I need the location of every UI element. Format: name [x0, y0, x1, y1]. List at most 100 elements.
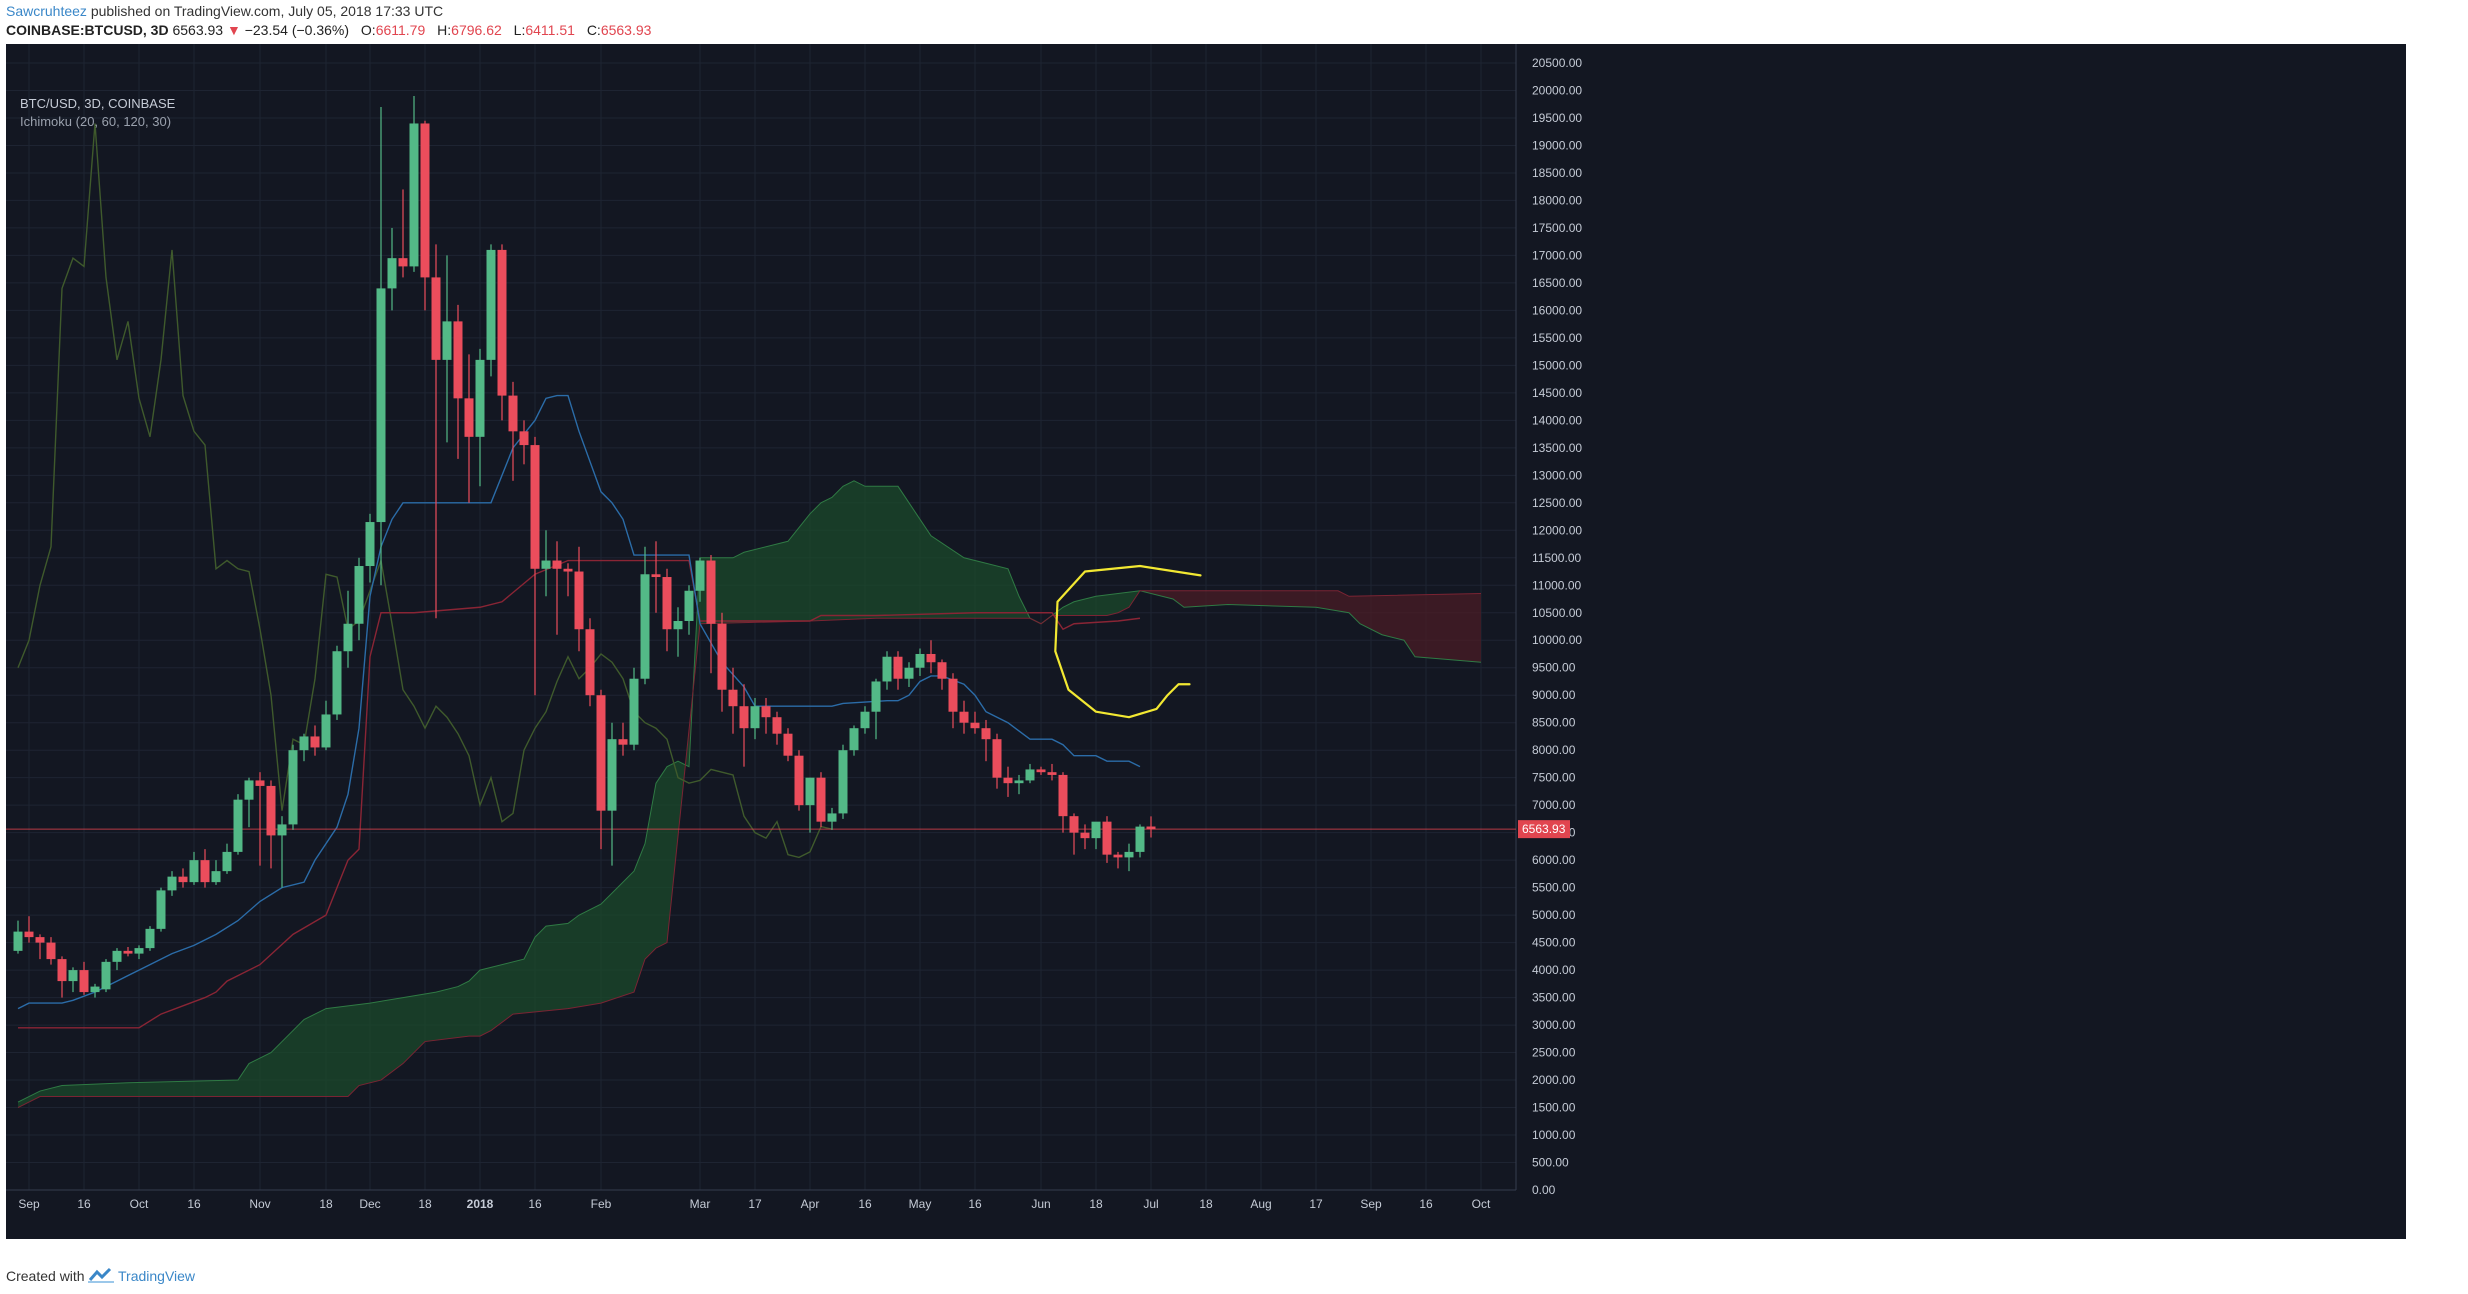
candle-down — [959, 711, 969, 723]
y-tick-label: 13500.00 — [1532, 441, 1582, 455]
x-tick-label: 16 — [858, 1197, 872, 1211]
candle-up — [156, 890, 166, 929]
x-tick-label: 17 — [748, 1197, 762, 1211]
candle-up — [112, 950, 122, 962]
candle-up — [189, 860, 199, 883]
candle-down — [508, 395, 518, 432]
candle-up — [167, 876, 177, 891]
chart-pane[interactable]: 0.00 500.00 1000.00 1500.00 2000.00 2500.00 30… — [6, 44, 2406, 1239]
candle-up — [1025, 769, 1035, 781]
x-tick-label: 16 — [968, 1197, 982, 1211]
y-tick-label: 2000.00 — [1532, 1073, 1576, 1087]
candle-down — [57, 959, 67, 982]
candle-up — [475, 359, 485, 437]
candle-up — [233, 799, 243, 852]
x-tick-label: Oct — [130, 1197, 149, 1211]
candle-down — [530, 445, 540, 569]
y-tick-label: 13000.00 — [1532, 468, 1582, 482]
candle-down — [552, 560, 562, 569]
ichimoku-cloud-bearish — [1145, 590, 1481, 663]
candle-up — [871, 681, 881, 712]
candle-up — [541, 560, 551, 569]
candle-down — [266, 785, 276, 836]
tradingview-link[interactable]: TradingView — [118, 1268, 196, 1284]
candle-up — [101, 961, 111, 990]
high-value: 6796.62 — [451, 22, 502, 38]
author-link[interactable]: Sawcruhteez — [6, 3, 87, 19]
chart-canvas[interactable]: 0.00 500.00 1000.00 1500.00 2000.00 2500.00 30… — [6, 44, 2406, 1239]
open-label: O: — [360, 22, 376, 38]
candle-down — [970, 722, 980, 729]
candle-down — [816, 777, 826, 822]
candle-up — [134, 948, 144, 954]
x-tick-label: Feb — [591, 1197, 612, 1211]
candle-up — [376, 288, 386, 523]
y-tick-label: 18000.00 — [1532, 193, 1582, 207]
candle-down — [310, 736, 320, 748]
y-tick-label: 12500.00 — [1532, 496, 1582, 510]
x-tick-label: 18 — [319, 1197, 333, 1211]
candle-down — [1146, 826, 1156, 830]
candle-up — [882, 656, 892, 682]
candle-up — [486, 249, 496, 360]
candle-up — [1124, 851, 1134, 858]
last-price-label: 6563.93 — [1522, 822, 1566, 836]
x-tick-label: 16 — [187, 1197, 201, 1211]
y-tick-label: 1500.00 — [1532, 1101, 1576, 1115]
candle-up — [68, 970, 78, 982]
candle-down — [981, 728, 991, 740]
candle-up — [343, 623, 353, 652]
candle-down — [497, 249, 507, 396]
y-tick-label: 7500.00 — [1532, 771, 1576, 785]
candle-up — [442, 321, 452, 360]
candle-down — [772, 717, 782, 734]
y-tick-label: 11000.00 — [1532, 578, 1581, 592]
x-tick-label: 2018 — [467, 1197, 494, 1211]
candle-down — [255, 780, 265, 786]
y-tick-label: 19500.00 — [1532, 111, 1582, 125]
symbol-line: COINBASE:BTCUSD, 3D 6563.93 ▼ −23.54 (−0… — [6, 22, 651, 38]
candle-down — [79, 970, 89, 993]
price-change: −23.54 (−0.36%) — [244, 22, 350, 38]
candle-down — [1047, 772, 1057, 775]
candle-up — [860, 711, 870, 729]
y-tick-label: 1000.00 — [1532, 1128, 1576, 1142]
publish-info: published on TradingView.com, July 05, 2… — [86, 3, 444, 19]
last-price: 6563.93 — [172, 22, 224, 38]
y-tick-label: 0.00 — [1532, 1183, 1556, 1197]
x-tick-label: 16 — [528, 1197, 542, 1211]
y-tick-label: 500.00 — [1532, 1156, 1569, 1170]
low-value: 6411.51 — [525, 22, 575, 38]
x-tick-label: Oct — [1472, 1197, 1491, 1211]
y-tick-label: 9500.00 — [1532, 661, 1576, 675]
indicator-legend[interactable]: Ichimoku (20, 60, 120, 30) — [20, 114, 172, 129]
y-tick-label: 10000.00 — [1532, 633, 1582, 647]
x-tick-label: Dec — [359, 1197, 380, 1211]
y-tick-label: 17000.00 — [1532, 248, 1582, 262]
candle-up — [607, 739, 617, 811]
candle-up — [387, 258, 397, 289]
ichimoku-cloud-bullish — [18, 730, 689, 1108]
y-tick-label: 9000.00 — [1532, 688, 1576, 702]
candle-down — [706, 560, 716, 624]
publisher-line: Sawcruhteez published on TradingView.com… — [6, 3, 443, 19]
candle-up — [277, 824, 287, 836]
candle-up — [145, 928, 155, 949]
high-label: H: — [437, 22, 452, 38]
candle-up — [299, 736, 309, 751]
y-tick-label: 5000.00 — [1532, 908, 1576, 922]
footer-created-with: Created with — [6, 1268, 85, 1284]
candle-up — [1135, 826, 1145, 852]
candle-up — [640, 574, 650, 679]
y-tick-label: 6000.00 — [1532, 853, 1576, 867]
candle-down — [1003, 777, 1013, 784]
candle-up — [673, 621, 683, 630]
y-tick-label: 12000.00 — [1532, 523, 1582, 537]
y-tick-label: 15000.00 — [1532, 358, 1582, 372]
x-tick-label: Aug — [1250, 1197, 1271, 1211]
candle-down — [926, 653, 936, 663]
candle-down — [761, 706, 771, 718]
down-arrow-icon: ▼ — [226, 22, 241, 38]
x-tick-label: Sep — [18, 1197, 40, 1211]
candle-down — [563, 568, 573, 572]
